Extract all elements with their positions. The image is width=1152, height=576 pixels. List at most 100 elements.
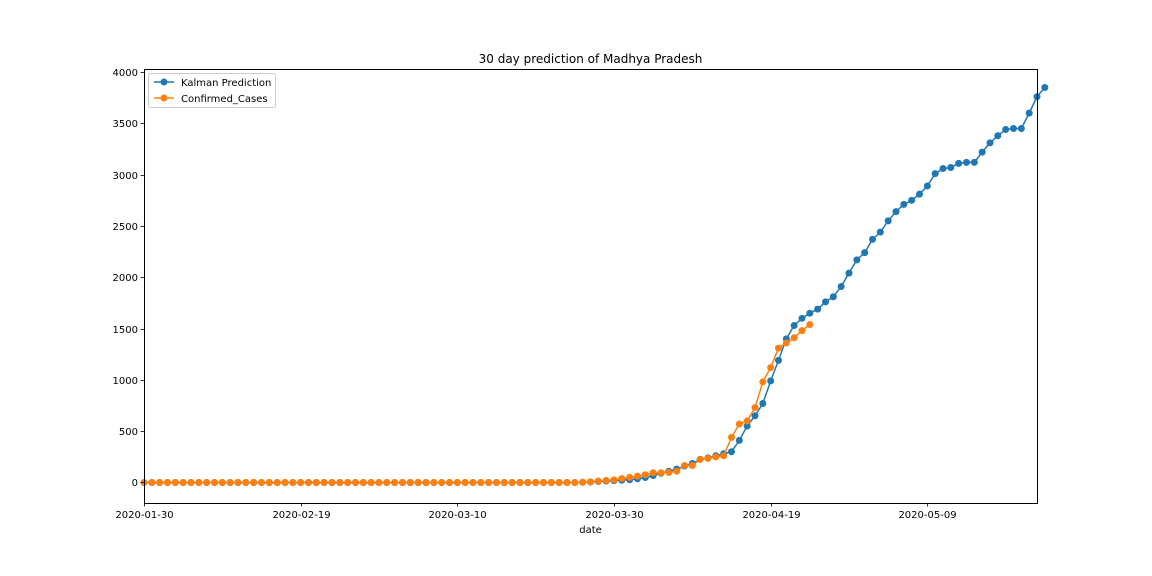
x-tick-label: 2020-03-10 [428,510,486,521]
data-point [579,478,587,486]
data-point [720,452,728,460]
data-point [775,344,782,352]
data-point [892,208,900,216]
data-point [829,293,837,301]
data-point [485,478,493,486]
data-point [500,478,508,486]
data-point [751,404,759,412]
data-point [540,478,547,486]
legend-marker-kalman [160,78,168,86]
legend-frame [148,73,276,108]
data-point [187,478,195,486]
data-point [884,217,892,225]
data-point [681,462,688,470]
data-point [594,477,602,485]
data-point [657,469,665,477]
x-tick-label: 2020-05-09 [898,510,956,521]
data-point [728,448,735,456]
data-point [735,436,743,444]
data-point [555,478,563,486]
data-point [963,158,970,166]
data-point [273,478,281,486]
data-point [806,320,814,328]
plot-frame [144,69,1038,504]
data-point [665,468,673,476]
data-point [297,478,305,486]
data-point [258,478,265,486]
data-point [289,478,297,486]
data-point [759,399,767,407]
data-point [563,478,571,486]
data-point [822,298,829,306]
data-point [406,478,414,486]
data-point [265,478,273,486]
data-point [453,478,461,486]
data-point [688,462,696,470]
data-point [336,478,344,486]
data-point [532,478,540,486]
data-point [461,478,469,486]
data-point [751,412,759,420]
data-point [947,164,955,171]
data-point [375,478,383,486]
data-point [610,476,618,484]
data-point [876,228,884,236]
data-point [759,378,767,386]
data-point [641,471,649,479]
data-point [1041,83,1049,91]
data-point [735,420,743,428]
y-tick-label: 3000 [113,171,138,182]
y-tick-label: 500 [119,427,138,438]
data-point [939,165,947,173]
data-point [970,158,978,166]
y-axis: 0 500 1000 1500 2000 2500 3000 3500 4000 [113,68,144,489]
data-point [399,478,406,486]
data-point [414,478,422,486]
chart-title: 30 day prediction of Madhya Pradesh [479,52,703,66]
legend: Kalman Prediction Confirmed_Cases [148,73,276,108]
data-point [743,422,751,430]
data-point [767,377,775,385]
data-point [234,478,242,486]
data-point [587,478,594,486]
data-point [203,478,211,486]
data-point [344,478,352,486]
data-point [571,478,579,486]
data-point [861,249,869,257]
data-point [1025,109,1033,117]
data-point [320,478,328,486]
data-point [446,478,453,486]
x-axis-label: date [579,525,602,536]
data-point [211,478,218,486]
data-point [469,478,477,486]
data-point [156,478,164,486]
legend-marker-confirmed [160,94,168,102]
data-point [618,475,626,483]
data-point [782,339,790,347]
y-tick-label: 2000 [113,273,138,284]
data-point [367,478,375,486]
data-point [775,356,782,364]
data-point [493,478,500,486]
data-point [806,309,814,317]
data-point [281,478,289,486]
series-1 [140,320,814,486]
data-point [790,334,798,342]
data-point [226,478,234,486]
data-point [179,478,187,486]
data-point [508,478,516,486]
data-point [438,478,446,486]
data-point [743,417,751,425]
legend-label-kalman: Kalman Prediction [181,78,271,89]
data-point [148,478,156,486]
data-point [626,473,634,481]
data-point [955,159,963,167]
data-point [218,478,226,486]
data-point [634,472,641,480]
data-point [908,196,916,204]
data-point [853,256,861,264]
data-point [986,139,994,147]
data-point [900,200,908,208]
data-point [869,235,876,243]
